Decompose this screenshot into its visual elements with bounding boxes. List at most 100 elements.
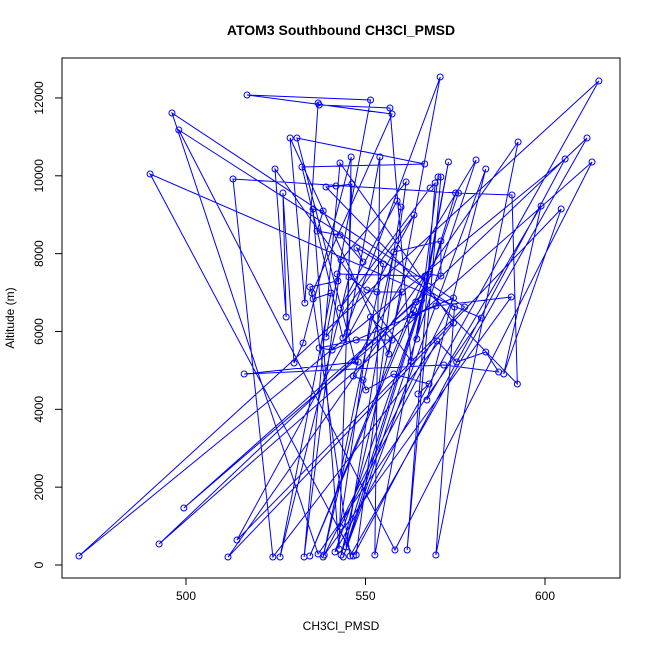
data-point — [349, 372, 357, 380]
data-point — [434, 173, 442, 181]
data-point — [349, 552, 357, 560]
data-point — [319, 207, 327, 215]
data-point — [168, 109, 176, 117]
plot-frame — [61, 57, 621, 579]
data-point — [282, 313, 290, 321]
data-point — [588, 158, 596, 166]
data-point — [426, 184, 434, 192]
data-point — [362, 386, 370, 394]
data-point — [433, 337, 441, 345]
data-point — [507, 293, 515, 301]
data-point — [410, 306, 418, 314]
data-point — [240, 370, 248, 378]
data-point — [306, 283, 314, 291]
data-point — [437, 173, 445, 181]
data-point — [371, 551, 379, 559]
y-tick-label: 0 — [32, 561, 46, 568]
data-point — [322, 333, 330, 341]
data-point — [513, 380, 521, 388]
data-point — [454, 189, 462, 197]
data-point — [348, 180, 356, 188]
data-point — [342, 543, 350, 551]
data-point — [412, 298, 420, 306]
y-tick-label: 12000 — [32, 81, 46, 115]
data-point — [306, 552, 314, 560]
data-point — [414, 390, 422, 398]
data-point — [449, 294, 457, 302]
data-point — [337, 551, 345, 559]
data-point — [537, 202, 545, 210]
y-tick-label: 8000 — [32, 240, 46, 267]
data-point — [508, 191, 516, 199]
data-point — [431, 179, 439, 187]
x-tick-label: 600 — [535, 589, 555, 603]
data-point — [301, 299, 309, 307]
data-point — [421, 272, 429, 280]
data-point — [279, 189, 287, 197]
data-point — [146, 170, 154, 178]
data-point — [333, 270, 341, 278]
data-point — [224, 553, 232, 561]
data-point — [347, 153, 355, 161]
data-point — [328, 346, 336, 354]
data-point — [440, 361, 448, 369]
data-point — [373, 288, 381, 296]
data-point — [425, 380, 433, 388]
data-point — [233, 536, 241, 544]
data-point — [353, 244, 361, 252]
data-point — [293, 134, 301, 142]
data-point — [376, 153, 384, 161]
data-point — [393, 197, 401, 205]
data-point — [557, 205, 565, 213]
data-point — [388, 336, 396, 344]
data-point — [423, 396, 431, 404]
data-point — [391, 546, 399, 554]
data-point — [271, 165, 279, 173]
data-point — [432, 551, 440, 559]
data-point — [413, 335, 421, 343]
data-point — [444, 158, 452, 166]
data-point — [299, 339, 307, 347]
data-point — [339, 334, 347, 342]
data-point — [388, 110, 396, 118]
data-point — [298, 163, 306, 171]
data-point — [352, 336, 360, 344]
data-point — [359, 376, 367, 384]
data-point — [482, 348, 490, 356]
data-point — [313, 227, 321, 235]
data-point — [320, 551, 328, 559]
data-point — [386, 104, 394, 112]
data-point — [409, 311, 417, 319]
data-point — [397, 203, 405, 211]
data-point — [322, 183, 330, 191]
data-point — [175, 126, 183, 134]
data-point — [155, 540, 163, 548]
data-point — [390, 248, 398, 256]
data-point — [363, 286, 371, 294]
chart-title: ATOM3 Southbound CH3Cl_PMSD — [227, 22, 455, 38]
data-point — [420, 288, 428, 296]
data-point — [385, 350, 393, 358]
data-point — [437, 237, 445, 245]
data-point — [346, 552, 354, 560]
data-point — [451, 303, 459, 311]
data-point — [327, 289, 335, 297]
data-point — [345, 273, 353, 281]
data-point — [495, 368, 503, 376]
data-point — [482, 165, 490, 173]
data-point — [243, 91, 251, 99]
data-point — [351, 357, 359, 365]
data-point — [75, 552, 83, 560]
data-point — [421, 160, 429, 168]
data-point — [337, 256, 345, 264]
data-point — [290, 359, 298, 367]
data-point — [432, 302, 440, 310]
x-tick-label: 550 — [355, 589, 375, 603]
data-point — [309, 205, 317, 213]
data-point — [354, 358, 362, 366]
data-point — [472, 156, 480, 164]
data-point — [403, 546, 411, 554]
data-point — [336, 159, 344, 167]
data-point — [286, 134, 294, 142]
